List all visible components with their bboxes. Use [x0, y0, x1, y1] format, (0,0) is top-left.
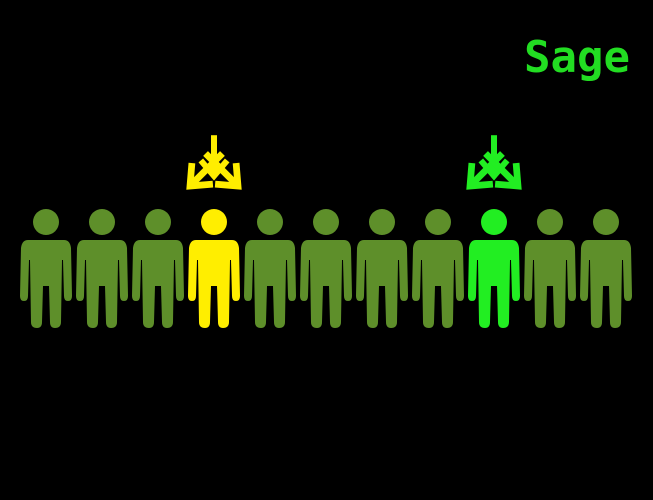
person-figure-4	[188, 209, 240, 328]
crowd-row	[20, 209, 632, 328]
person-figure-11	[580, 209, 632, 328]
arrow-group-1	[179, 135, 248, 196]
attention-arrows	[179, 135, 528, 196]
brand-logo: Sage	[524, 32, 630, 82]
person-figure-10	[524, 209, 576, 328]
person-figure-8	[412, 209, 464, 328]
arrow-group-2	[459, 135, 528, 196]
person-figure-3	[132, 209, 184, 328]
person-figure-1	[20, 209, 72, 328]
person-figure-2	[76, 209, 128, 328]
person-figure-7	[356, 209, 408, 328]
person-figure-5	[244, 209, 296, 328]
brand-logo-text: Sage	[524, 32, 630, 82]
person-figure-9	[468, 209, 520, 328]
person-figure-6	[300, 209, 352, 328]
